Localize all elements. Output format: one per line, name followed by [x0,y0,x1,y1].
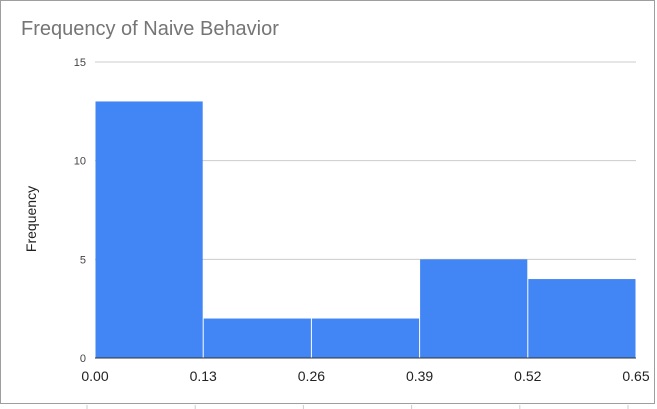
histogram-bar [203,318,311,358]
x-tick-label: 0.39 [406,368,433,384]
x-tick-label: 0.13 [190,368,217,384]
x-tick-label: 0.52 [514,368,541,384]
histogram-bar [95,101,203,358]
y-tick-label: 15 [74,57,86,69]
y-tick-label: 5 [80,254,86,266]
histogram-bar [311,318,420,358]
x-tick-label: 0.65 [622,368,649,384]
y-tick-label: 10 [74,156,86,168]
chart-title: Frequency of Naive Behavior [21,18,279,40]
histogram-bar [528,279,636,358]
x-tick-label: 0.26 [298,368,325,384]
x-tick-label: 0.00 [81,368,108,384]
y-tick-label: 0 [80,353,86,365]
histogram-bar [420,259,528,358]
